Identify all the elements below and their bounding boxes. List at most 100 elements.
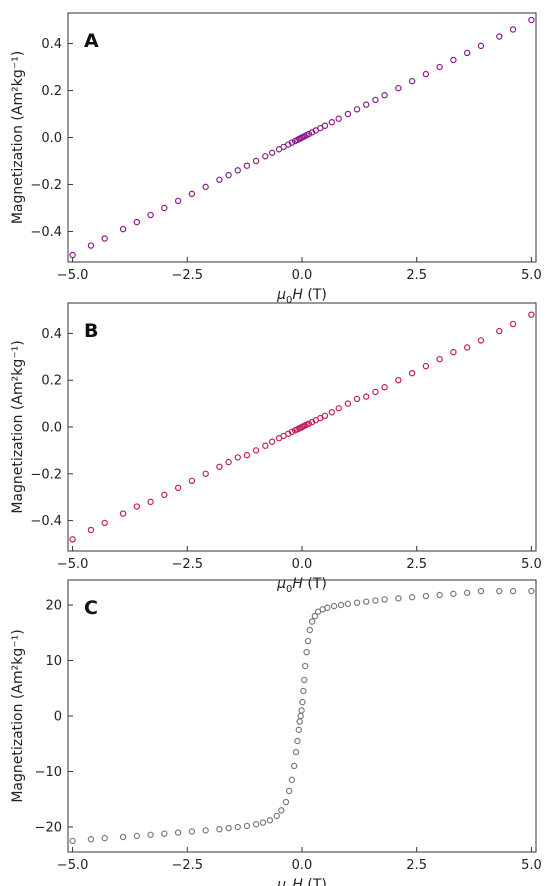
data-point <box>408 594 416 601</box>
x-tick-label: −5.0 <box>57 268 89 283</box>
data-point <box>147 831 154 838</box>
data-point <box>381 596 388 603</box>
y-tick-label: −20 <box>35 821 62 836</box>
data-point <box>436 63 443 71</box>
y-tick-label: 0.4 <box>41 37 62 52</box>
data-point <box>408 77 416 85</box>
data-point <box>101 519 108 527</box>
data-point <box>363 101 370 108</box>
axis-ticks: −5.0 −2.5 0.0 2.5 5.0 −20 −10 0 10 20 <box>35 598 542 873</box>
data-point <box>147 498 154 506</box>
x-tick-label: 5.0 <box>521 858 542 873</box>
data-point <box>119 225 127 233</box>
data-point <box>450 348 457 356</box>
data-point <box>216 826 223 833</box>
data-point <box>225 824 232 832</box>
x-tick-label: 0.0 <box>292 268 313 283</box>
data-point <box>273 812 280 820</box>
axis-ticks: −5.0 −2.5 0.0 2.5 5.0 −0.4 −0.2 0.0 0.2 0.4 <box>30 327 541 572</box>
data-point <box>477 337 485 344</box>
data-point <box>188 190 196 198</box>
data-point <box>234 823 241 831</box>
x-tick-label: −5.0 <box>57 557 89 572</box>
data-point <box>225 458 232 466</box>
data-point <box>422 362 430 370</box>
data-point <box>69 536 76 543</box>
x-tick-label: 0.0 <box>292 557 313 572</box>
data-point <box>395 84 402 92</box>
y-tick-label: 0.2 <box>41 374 62 389</box>
data-point <box>268 438 276 445</box>
y-tick-label: 20 <box>45 598 62 613</box>
data-point <box>119 510 127 517</box>
data-point <box>463 589 471 596</box>
data-point <box>202 183 209 191</box>
data-point <box>463 49 471 57</box>
x-tick-label: 2.5 <box>406 268 427 283</box>
data-point <box>450 56 457 64</box>
data-point <box>305 420 313 427</box>
data-point <box>496 587 503 595</box>
data-point <box>301 676 308 684</box>
data-point <box>174 829 182 836</box>
y-axis-label: Magnetization (Am²kg⁻¹) <box>10 629 26 802</box>
data-point <box>335 115 342 122</box>
data-point <box>305 130 313 138</box>
data-point <box>337 601 345 609</box>
data-point <box>422 70 430 78</box>
data-point <box>436 355 443 363</box>
data-point <box>291 762 298 770</box>
data-point <box>87 526 95 534</box>
data-point <box>243 451 251 459</box>
data-point <box>268 149 276 156</box>
data-point <box>174 197 182 205</box>
x-tick-label: −2.5 <box>172 557 204 572</box>
data-point <box>188 477 196 485</box>
data-point <box>509 320 517 328</box>
x-tick-label: 2.5 <box>406 858 427 873</box>
axis-ticks: −5.0 −2.5 0.0 2.5 5.0 −0.4 −0.2 0.0 0.2 0.4 <box>30 37 541 283</box>
panel-c: −5.0 −2.5 0.0 2.5 5.0 −20 −10 0 10 20 C μ0H (T) M… <box>10 579 542 886</box>
data-point <box>101 834 108 842</box>
data-point <box>436 591 443 599</box>
data-point <box>282 798 290 806</box>
data-point <box>344 110 352 118</box>
y-tick-label: 10 <box>45 654 62 669</box>
data-point <box>372 96 379 104</box>
y-tick-label: −0.4 <box>30 514 62 529</box>
x-tick-label: 2.5 <box>406 557 427 572</box>
y-tick-label: −0.2 <box>30 467 62 482</box>
data-point <box>243 822 251 830</box>
x-axis-label: μ0H (T) <box>276 877 327 886</box>
data-point <box>308 618 316 625</box>
data-point <box>353 395 361 403</box>
y-tick-label: −10 <box>35 765 62 780</box>
data-point <box>262 153 269 160</box>
data-point <box>69 251 76 259</box>
data-point <box>304 637 312 645</box>
x-tick-label: 5.0 <box>521 557 542 572</box>
data-point <box>292 748 300 756</box>
data-point <box>311 612 319 620</box>
data-point <box>528 587 535 595</box>
data-point <box>216 463 223 470</box>
data-points <box>69 16 535 259</box>
data-point <box>295 726 302 734</box>
data-point <box>161 204 168 212</box>
data-point <box>174 484 182 492</box>
y-axis-label: Magnetization (Am²kg⁻¹) <box>10 340 26 513</box>
data-point <box>328 409 336 416</box>
data-point <box>477 587 485 595</box>
data-point <box>188 828 196 835</box>
data-point <box>344 400 352 407</box>
data-point <box>202 470 209 477</box>
data-point <box>299 698 306 706</box>
data-point <box>450 590 457 598</box>
data-point <box>353 106 361 113</box>
data-point <box>496 33 503 40</box>
panel-letter: A <box>84 30 99 52</box>
data-points <box>69 587 535 845</box>
data-point <box>496 327 503 335</box>
data-point <box>161 830 168 837</box>
data-point <box>408 369 416 377</box>
